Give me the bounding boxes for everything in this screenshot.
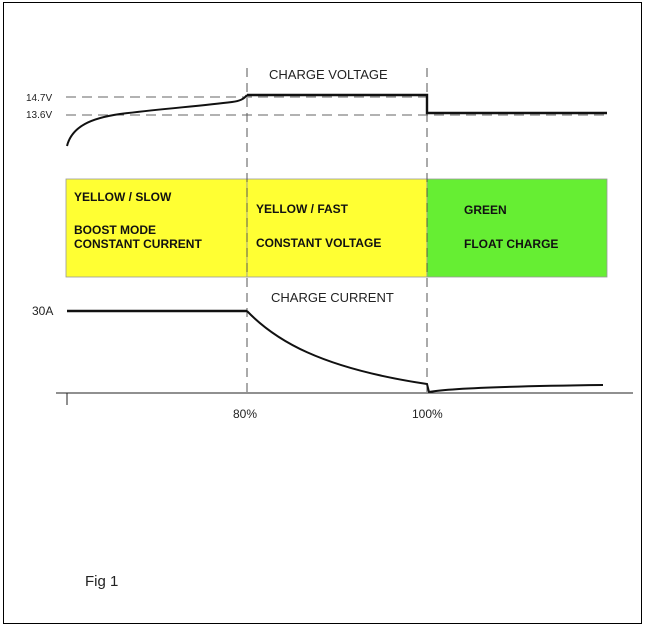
voltage-curve-hold (247, 93, 607, 115)
stage3-line1: GREEN (464, 203, 507, 217)
stage1-line1: YELLOW / SLOW (74, 190, 172, 204)
stage1-line3: CONSTANT CURRENT (74, 237, 202, 251)
stage1-line2: BOOST MODE (74, 223, 156, 237)
voltage-low-label: 13.6V (26, 110, 52, 121)
current-curve-decay (246, 310, 604, 394)
current-title: CHARGE CURRENT (271, 290, 394, 305)
stage3-line2: FLOAT CHARGE (464, 237, 558, 251)
stage-box-boost (65, 178, 248, 278)
stage2-line2: CONSTANT VOLTAGE (256, 236, 381, 250)
figure-frame (3, 2, 642, 624)
voltage-title: CHARGE VOLTAGE (269, 67, 388, 82)
current-level-label: 30A (32, 304, 53, 318)
stage2-line1: YELLOW / FAST (256, 202, 349, 216)
voltage-high-label: 14.7V (26, 93, 52, 104)
figure-caption: Fig 1 (85, 573, 118, 590)
stage-box-constant-voltage (246, 178, 428, 278)
stage-box-float (426, 178, 608, 278)
voltage-curve-boost (66, 94, 248, 147)
x-tick-100: 100% (412, 407, 443, 421)
x-tick-80: 80% (233, 407, 257, 421)
